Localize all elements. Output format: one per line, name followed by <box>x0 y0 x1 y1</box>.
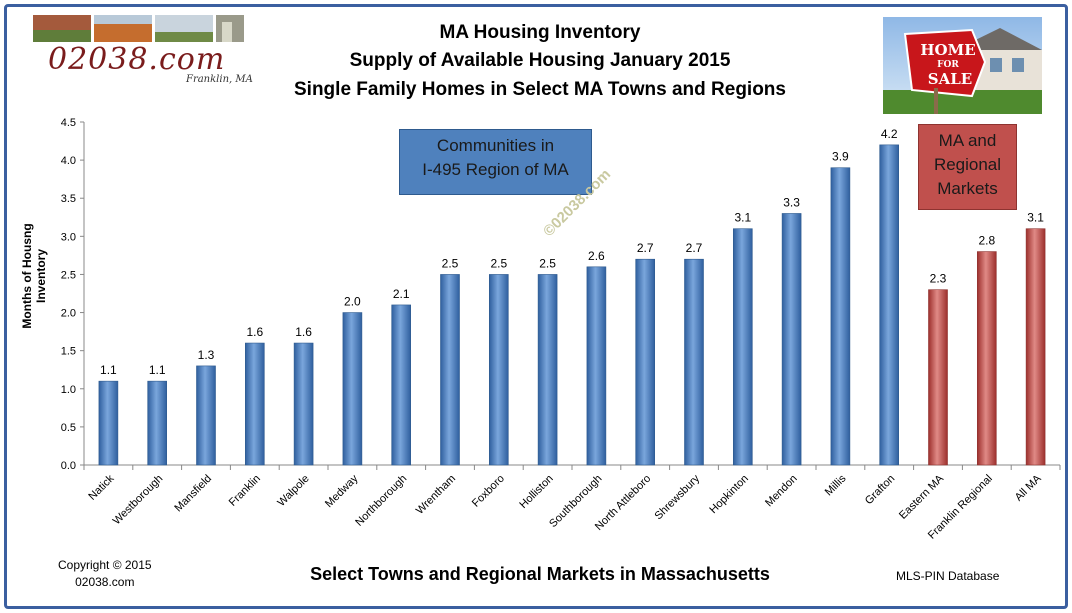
value-label: 1.1 <box>149 363 166 377</box>
value-label: 2.5 <box>442 256 459 270</box>
category-label: Grafton <box>863 473 897 507</box>
category-label: Medway <box>323 472 361 510</box>
value-label: 2.7 <box>686 241 703 255</box>
bar-southborough <box>586 266 607 466</box>
category-label: Mendon <box>763 473 800 510</box>
y-tick-label: 3.5 <box>61 193 76 205</box>
data-source: MLS-PIN Database <box>896 569 1000 583</box>
sign-sale: SALE <box>928 70 972 88</box>
category-label: Franklin <box>227 473 263 509</box>
bar-foxboro <box>488 274 509 466</box>
bar-wrentham <box>440 274 460 466</box>
value-label: 3.9 <box>832 150 849 164</box>
bar-medway <box>342 312 363 466</box>
y-tick-label: 3.0 <box>61 231 76 243</box>
bars <box>98 144 1046 466</box>
value-label: 2.3 <box>930 272 947 286</box>
value-label: 3.1 <box>1027 211 1044 225</box>
bar-north-attleboro <box>635 258 656 466</box>
value-label: 2.6 <box>588 249 605 263</box>
x-axis-label: Select Towns and Regional Markets in Mas… <box>310 564 770 584</box>
value-label: 2.5 <box>539 256 556 270</box>
value-labels: 1.1 1.1 1.3 1.6 1.6 2.0 2.1 2.5 2.5 2.5 2.6 2.7 2.7 3… <box>100 127 1044 377</box>
regional-annotation: MA and Regional Markets <box>918 124 1017 210</box>
chart-subtitle: Supply of Available Housing January 2015 <box>349 50 731 71</box>
chart-title: MA Housing Inventory <box>439 22 641 43</box>
bar-all-ma <box>1025 228 1046 466</box>
value-label: 2.8 <box>978 234 995 248</box>
copyright-line2: 02038.com <box>75 575 135 589</box>
communities-annotation: Communities in I-495 Region of MA <box>399 129 592 195</box>
value-label: 2.0 <box>344 295 361 309</box>
category-label: Mansfield <box>172 473 214 515</box>
category-label: Walpole <box>275 473 311 509</box>
y-tick-label: 4.5 <box>61 117 76 129</box>
copyright-notice: Copyright © 2015 02038.com <box>58 557 152 591</box>
value-label: 2.7 <box>637 241 654 255</box>
y-tick-label: 1.5 <box>61 346 76 358</box>
site-logo: 02038.com <box>48 42 226 77</box>
y-tick-label: 1.0 <box>61 384 76 396</box>
bar-franklin <box>245 342 265 466</box>
value-label: 1.1 <box>100 363 117 377</box>
bar-walpole <box>293 342 314 466</box>
category-label: Millis <box>823 472 849 498</box>
bar-mansfield <box>196 365 216 466</box>
category-label: Westborough <box>111 473 166 528</box>
regional-annotation-line1: MA and <box>938 131 997 150</box>
category-label: Holliston <box>517 473 555 511</box>
bar-franklin-regional <box>976 251 997 466</box>
sign-home: HOME <box>920 41 975 59</box>
value-label: 1.6 <box>295 325 312 339</box>
communities-annotation-line2: I-495 Region of MA <box>422 160 569 179</box>
value-label: 1.6 <box>246 325 263 339</box>
y-tick-label: 0.0 <box>61 460 76 472</box>
category-label: Hopkinton <box>707 473 751 517</box>
bar-grafton <box>879 144 900 466</box>
value-label: 4.2 <box>881 127 898 141</box>
copyright-line1: Copyright © 2015 <box>58 558 152 572</box>
chart-subtitle-2: Single Family Homes in Select MA Towns a… <box>294 79 786 100</box>
bar-northborough <box>391 304 412 466</box>
value-label: 3.1 <box>734 211 751 225</box>
sign-for: FOR <box>937 60 959 70</box>
value-label: 3.3 <box>783 195 800 209</box>
x-ticks <box>83 465 1061 470</box>
bar-eastern-ma <box>928 289 948 466</box>
bar-shrewsbury <box>684 258 704 466</box>
y-tick-label: 4.0 <box>61 155 76 167</box>
regional-annotation-line3: Markets <box>937 179 998 198</box>
bar-mendon <box>781 213 802 466</box>
communities-annotation-line1: Communities in <box>436 136 555 155</box>
bar-millis <box>830 167 851 466</box>
category-label: Natick <box>86 472 116 502</box>
y-ticks: 0.0 0.5 1.0 1.5 2.0 2.5 3.0 3.5 4.0 4.5 <box>61 117 84 472</box>
bar-westborough <box>147 380 167 466</box>
bar-holliston <box>537 274 558 466</box>
category-label: Foxboro <box>470 473 507 510</box>
y-tick-label: 0.5 <box>61 422 76 434</box>
site-logo-subtext: Franklin, MA <box>186 74 253 85</box>
value-label: 2.5 <box>490 256 507 270</box>
y-axis-label: Months of Housng Inventory <box>20 223 48 329</box>
category-label: All MA <box>1013 472 1044 503</box>
bar-hopkinton <box>732 228 753 466</box>
value-label: 1.3 <box>198 348 215 362</box>
category-label: Shrewsbury <box>653 472 703 522</box>
value-label: 2.1 <box>393 287 410 301</box>
bar-natick <box>98 380 119 466</box>
y-tick-label: 2.5 <box>61 269 76 281</box>
logo-photos <box>33 15 244 42</box>
home-for-sale-image: HOME FOR SALE <box>883 17 1042 114</box>
category-label: Eastern MA <box>897 472 947 522</box>
category-label: Northborough <box>353 473 409 529</box>
y-tick-label: 2.0 <box>61 308 76 320</box>
category-label: Wrentham <box>414 473 458 517</box>
regional-annotation-line2: Regional <box>933 155 1002 174</box>
